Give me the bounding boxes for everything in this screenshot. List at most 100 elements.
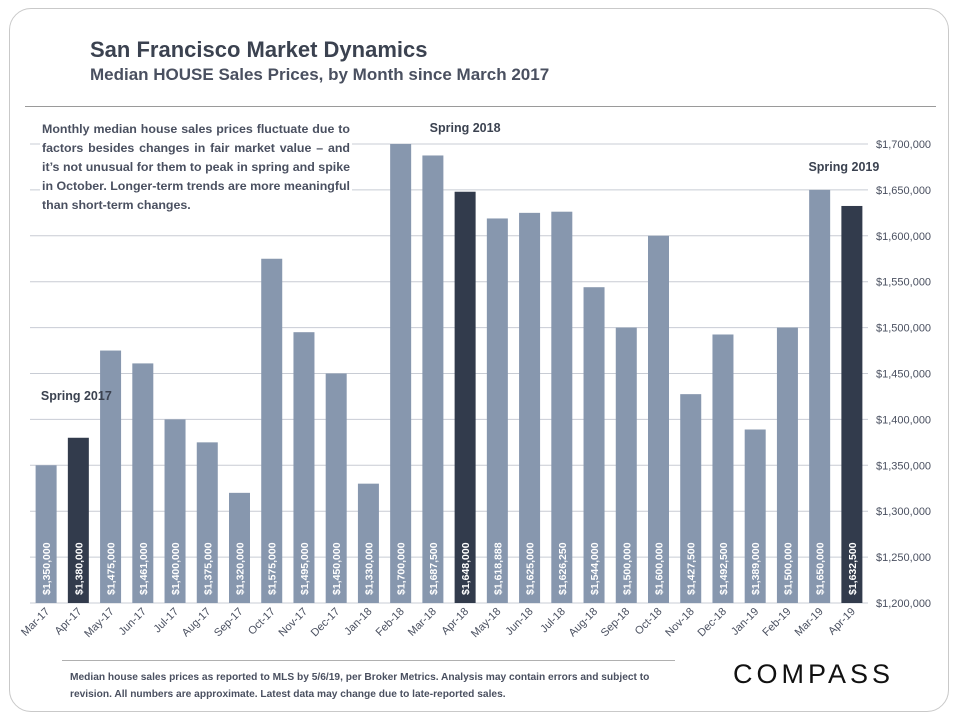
bar: [712, 334, 734, 603]
bar-value-label: $1,632,500: [847, 542, 859, 595]
x-tick-label: Nov-17: [277, 606, 311, 640]
bar: [35, 465, 57, 603]
bar: [486, 218, 508, 603]
bar: [357, 483, 379, 603]
x-tick-label: Mar-19: [793, 606, 826, 639]
bar-value-label: $1,475,000: [106, 542, 118, 595]
bar: [325, 373, 347, 603]
bar: [776, 327, 798, 603]
bar: [583, 287, 605, 603]
bar-value-label: $1,375,000: [202, 542, 214, 595]
y-tick-label: $1,700,000: [876, 139, 931, 151]
bar: [293, 332, 315, 603]
bar-value-label: $1,427,500: [686, 542, 698, 595]
chart-annotations: Spring 2017 Spring 2018 Spring 2019: [41, 121, 879, 403]
bar: [100, 350, 122, 603]
bar-value-label: $1,687,500: [428, 542, 440, 595]
bar-value-label: $1,544,000: [589, 542, 601, 595]
bar-value-label: $1,492,500: [718, 542, 730, 595]
x-tick-label: Dec-17: [309, 606, 343, 640]
bar-value-label: $1,461,000: [138, 542, 150, 595]
bar-value-label: $1,389,000: [750, 542, 762, 595]
bar-value-label: $1,350,000: [41, 542, 53, 595]
x-tick-label: Apr-17: [53, 606, 85, 638]
footnote: Median house sales prices as reported to…: [70, 672, 650, 700]
footer-divider: [62, 660, 675, 661]
y-tick-label: $1,650,000: [876, 185, 931, 197]
bar-value-label: $1,380,000: [73, 542, 85, 595]
annotation-label: Spring 2019: [808, 160, 879, 174]
x-tick-label: Mar-18: [406, 606, 439, 639]
bar-value-label: $1,650,000: [815, 542, 827, 595]
x-tick-label: Jan-18: [342, 606, 374, 638]
x-tick-label: Sep-17: [212, 606, 246, 640]
x-tick-label: Jul-17: [151, 606, 181, 636]
x-tick-label: Oct-17: [246, 606, 278, 638]
bar-value-label: $1,575,000: [267, 542, 279, 595]
explanatory-note: Monthly median house sales prices fluctu…: [40, 120, 352, 215]
bar-value-label: $1,600,000: [654, 542, 666, 595]
annotation-label: Spring 2017: [41, 389, 112, 403]
y-axis-tick-labels: $1,200,000 $1,250,000 $1,300,000 $1,350,000…: [876, 139, 931, 610]
x-tick-label: Oct-18: [633, 606, 665, 638]
bar: [261, 258, 283, 603]
x-tick-label: Jun-18: [503, 606, 535, 638]
y-tick-label: $1,500,000: [876, 323, 931, 335]
x-tick-label: Jan-19: [729, 606, 761, 638]
y-tick-label: $1,300,000: [876, 506, 931, 518]
bar-value-label: $1,320,000: [235, 542, 247, 595]
bar: [680, 394, 702, 603]
x-tick-label: Nov-18: [663, 606, 697, 640]
bar-value-label: $1,625,000: [525, 542, 537, 595]
bar-value-label: $1,500,000: [621, 542, 633, 595]
bar: [551, 211, 573, 603]
x-tick-label: Apr-19: [826, 606, 858, 638]
bar: [196, 442, 218, 603]
header-divider: [25, 106, 936, 107]
x-tick-label: Feb-19: [760, 606, 793, 639]
bar: [744, 429, 766, 603]
bar: [422, 155, 444, 603]
x-tick-label: Feb-18: [374, 606, 407, 639]
page-title: San Francisco Market Dynamics: [90, 37, 428, 62]
bar: [229, 492, 250, 603]
bar: [615, 327, 637, 603]
bar-value-label: $1,700,000: [396, 542, 408, 595]
x-tick-label: Mar-17: [19, 606, 52, 639]
annotation-label: Spring 2018: [430, 121, 501, 135]
bar-value-label: $1,400,000: [170, 542, 182, 595]
x-tick-label: May-18: [469, 606, 503, 640]
bar: [648, 235, 669, 604]
bar-value-label: $1,495,000: [299, 542, 311, 595]
bar: [519, 212, 541, 603]
bar-value-label: $1,626,250: [557, 542, 569, 595]
bar-value-label: $1,450,000: [331, 542, 343, 595]
x-tick-label: Jun-17: [117, 606, 149, 638]
x-tick-label: Jul-18: [538, 606, 568, 636]
x-tick-label: Dec-18: [696, 606, 730, 640]
bar: [67, 437, 89, 603]
bar: [164, 419, 186, 603]
y-tick-label: $1,200,000: [876, 598, 931, 610]
x-tick-label: Aug-17: [180, 606, 214, 640]
x-tick-label: Apr-18: [439, 606, 471, 638]
bar: [809, 189, 831, 603]
y-tick-label: $1,600,000: [876, 231, 931, 243]
bars: [35, 144, 863, 604]
y-tick-label: $1,350,000: [876, 460, 931, 472]
x-tick-label: Sep-18: [599, 606, 633, 640]
y-tick-label: $1,550,000: [876, 277, 931, 289]
bar-value-label: $1,648,000: [460, 542, 472, 595]
bar-value-label: $1,330,000: [363, 542, 375, 595]
y-tick-label: $1,250,000: [876, 552, 931, 564]
bar-value-label: $1,500,000: [782, 542, 794, 595]
bar: [132, 363, 154, 603]
bar-value-label: $1,618,888: [492, 542, 504, 595]
y-tick-label: $1,450,000: [876, 369, 931, 381]
bar: [390, 144, 412, 603]
bar: [841, 205, 863, 603]
bar-value-labels: $1,350,000 $1,380,000 $1,475,000 $1,461,000…: [41, 542, 859, 595]
y-tick-label: $1,400,000: [876, 414, 931, 426]
